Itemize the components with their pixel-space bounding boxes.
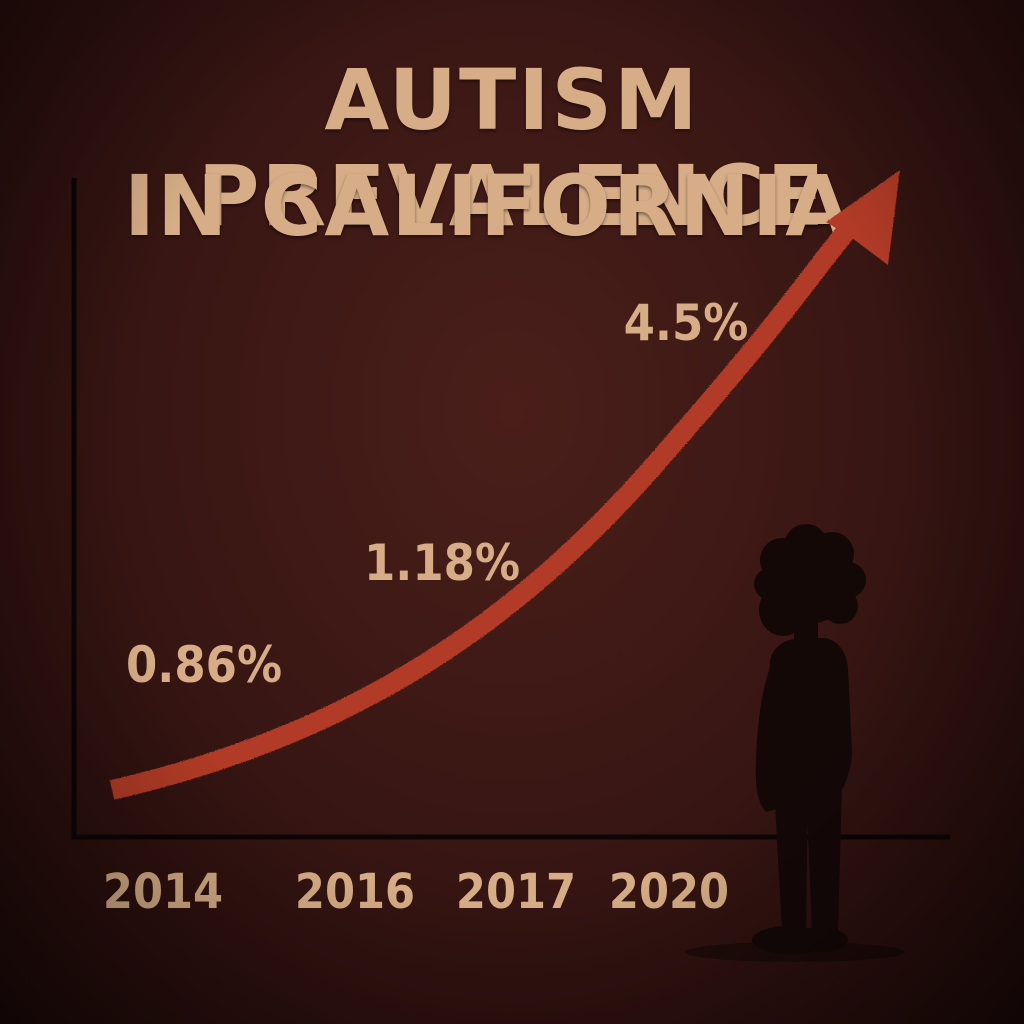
x-tick-2016: 2016 [295,864,415,920]
child-silhouette [685,524,905,962]
trend-arrow-head [826,170,900,265]
data-label-2020: 4.5% [624,294,749,352]
trend-arrow-line [109,208,868,800]
x-tick-2017: 2017 [456,864,576,920]
data-label-2016: 1.18% [364,534,520,592]
x-tick-2020: 2020 [609,864,729,920]
chart-title-line-2: IN CALIFORNIA [123,157,853,255]
data-label-2014: 0.86% [126,636,282,694]
x-tick-2014: 2014 [103,864,223,920]
chart-title-line-1: AUTISM PREVALENCE [197,51,827,245]
